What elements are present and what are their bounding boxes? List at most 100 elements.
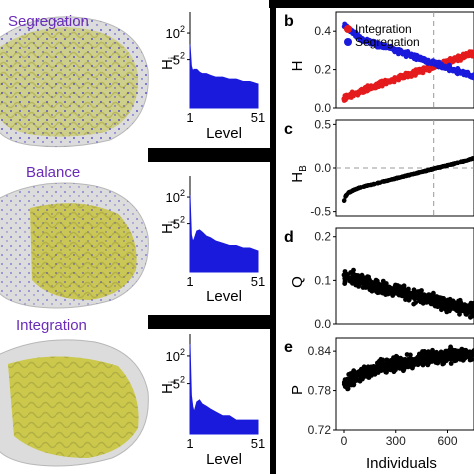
- y-tick-label: 0.72: [308, 423, 332, 437]
- data-point: [398, 355, 403, 361]
- data-point: [407, 72, 413, 78]
- y-axis-label: P: [289, 385, 306, 395]
- brain-integration: [0, 339, 149, 467]
- data-point: [426, 67, 432, 73]
- data-point: [411, 71, 417, 76]
- data-point: [351, 382, 357, 387]
- data-point: [399, 174, 404, 180]
- data-point: [416, 70, 422, 75]
- y-tick-label: 0.84: [308, 344, 332, 358]
- row-title-balance: Balance: [26, 164, 80, 181]
- data-point: [354, 35, 360, 40]
- data-point: [403, 288, 408, 293]
- data-point: [350, 188, 355, 193]
- panel-d: 0.0 0.1 0.2 Qd: [284, 227, 474, 331]
- data-point: [357, 378, 363, 384]
- data-point: [383, 281, 389, 286]
- data-point: [469, 53, 474, 59]
- x-tick-label: 1: [186, 436, 193, 451]
- data-point: [415, 289, 421, 295]
- data-point: [395, 291, 400, 296]
- data-point: [441, 296, 446, 301]
- data-point: [430, 166, 435, 172]
- data-point: [377, 288, 382, 294]
- data-point: [387, 177, 393, 183]
- row-title-segregation: Segregation: [8, 13, 89, 30]
- data-point: [425, 361, 430, 367]
- data-point: [439, 61, 444, 67]
- data-point: [371, 367, 377, 373]
- data-point: [413, 361, 419, 367]
- data-point: [388, 46, 394, 52]
- data-point: [358, 279, 363, 285]
- data-point: [360, 374, 366, 380]
- series-segregation: [341, 21, 474, 81]
- brain-segregation: [0, 16, 149, 148]
- data-point: [457, 297, 463, 303]
- y-tick-label: 52: [173, 375, 185, 392]
- data-point: [404, 296, 410, 301]
- data-point: [442, 306, 448, 311]
- data-point: [447, 304, 453, 310]
- data-point: [449, 353, 454, 358]
- series-points: [341, 267, 474, 320]
- series-integration: [341, 49, 474, 103]
- data-point: [343, 382, 349, 388]
- legend-label: Segregation: [355, 35, 420, 49]
- x-tick-label: 0: [341, 434, 348, 448]
- panel-letter: d: [284, 229, 294, 246]
- data-point: [375, 180, 381, 186]
- data-point: [345, 386, 351, 392]
- data-point: [408, 54, 413, 59]
- y-axis-label: Hi: [159, 381, 179, 394]
- plot-area: [336, 120, 474, 216]
- legend-marker: [344, 25, 352, 33]
- data-point: [390, 77, 396, 82]
- data-point: [364, 276, 370, 282]
- histogram-integration: 102 52 1 51 Level Hi: [159, 334, 265, 468]
- data-point: [420, 67, 426, 73]
- data-point: [464, 73, 469, 78]
- y-tick-label: 102: [166, 347, 185, 364]
- data-point: [342, 281, 348, 286]
- data-point: [450, 68, 456, 74]
- y-tick-label: 52: [173, 215, 185, 232]
- data-point: [407, 172, 413, 177]
- x-axis-label: Level: [206, 288, 242, 305]
- data-point: [437, 355, 443, 360]
- plot-area: [341, 12, 474, 108]
- data-point: [450, 298, 456, 304]
- x-tick-label: 600: [437, 434, 457, 448]
- data-point: [467, 157, 472, 162]
- data-point: [423, 59, 429, 64]
- data-point: [411, 291, 416, 297]
- x-tick-label: 300: [386, 434, 406, 448]
- data-point: [422, 355, 428, 361]
- data-point: [429, 359, 435, 364]
- data-point: [379, 366, 385, 371]
- data-point: [345, 94, 350, 100]
- data-point: [369, 373, 374, 378]
- data-point: [384, 357, 390, 363]
- data-point: [450, 161, 456, 167]
- histogram-segregation: 102 52 1 51 Level Hi: [159, 12, 265, 142]
- data-point: [401, 366, 407, 372]
- data-point: [431, 298, 437, 304]
- data-point: [375, 370, 381, 375]
- data-point: [348, 374, 354, 379]
- data-point: [361, 364, 367, 370]
- black-bar-mid1: [148, 148, 276, 162]
- plot-area: [341, 344, 474, 392]
- data-point: [446, 66, 452, 72]
- data-point: [434, 349, 439, 355]
- data-point: [387, 360, 392, 366]
- plot-area: [341, 267, 474, 320]
- data-point: [369, 288, 375, 294]
- y-tick-label: 0.0: [314, 161, 331, 175]
- x-tick-label: 51: [251, 110, 265, 125]
- series-points: [341, 344, 474, 392]
- data-point: [397, 365, 403, 371]
- data-point: [417, 356, 423, 362]
